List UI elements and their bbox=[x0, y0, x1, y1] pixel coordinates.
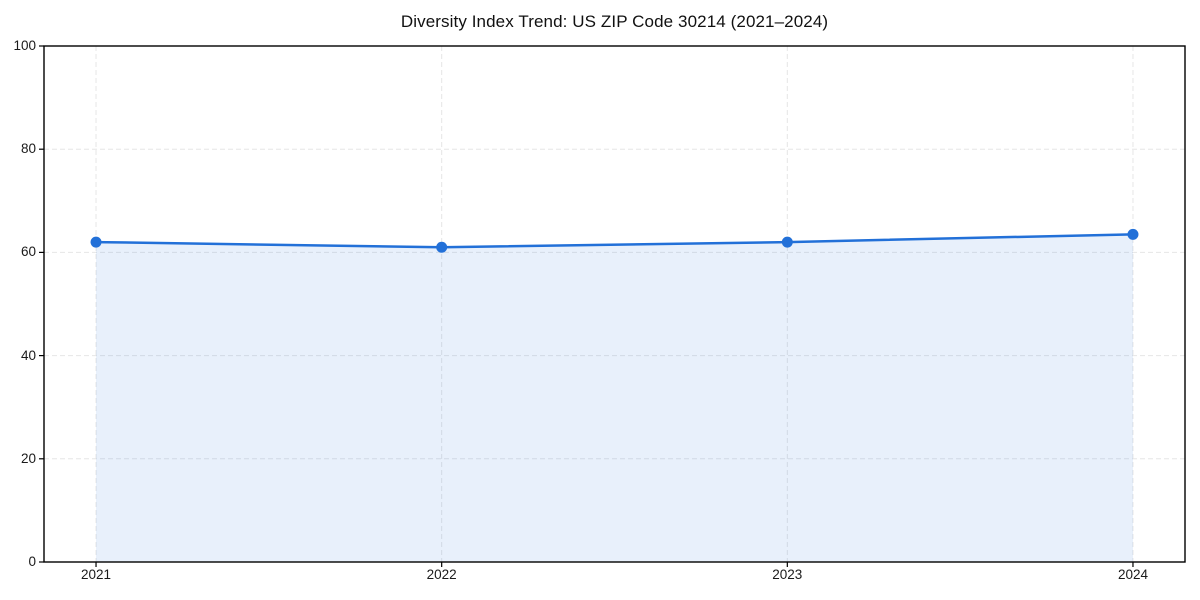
x-tick-label: 2023 bbox=[772, 567, 803, 582]
y-tick-label: 80 bbox=[20, 141, 36, 157]
chart-title: Diversity Index Trend: US ZIP Code 30214… bbox=[400, 12, 829, 31]
x-tick-label: 2021 bbox=[80, 567, 112, 582]
x-tick-label: 2024 bbox=[1117, 567, 1148, 582]
data-point-marker bbox=[1127, 228, 1139, 240]
y-tick-label: 0 bbox=[28, 554, 36, 569]
y-tick-label: 20 bbox=[20, 450, 36, 466]
data-point-marker bbox=[90, 236, 102, 248]
area-fill bbox=[96, 234, 1133, 562]
data-point-marker bbox=[436, 241, 448, 253]
data-point-marker bbox=[781, 236, 793, 248]
y-tick-label: 40 bbox=[20, 347, 36, 363]
series-line bbox=[94, 233, 1135, 249]
x-tick-label: 2022 bbox=[426, 567, 457, 582]
y-tick-label: 100 bbox=[13, 38, 36, 53]
y-tick-label: 60 bbox=[20, 244, 36, 260]
axes-frame bbox=[43, 45, 1186, 563]
